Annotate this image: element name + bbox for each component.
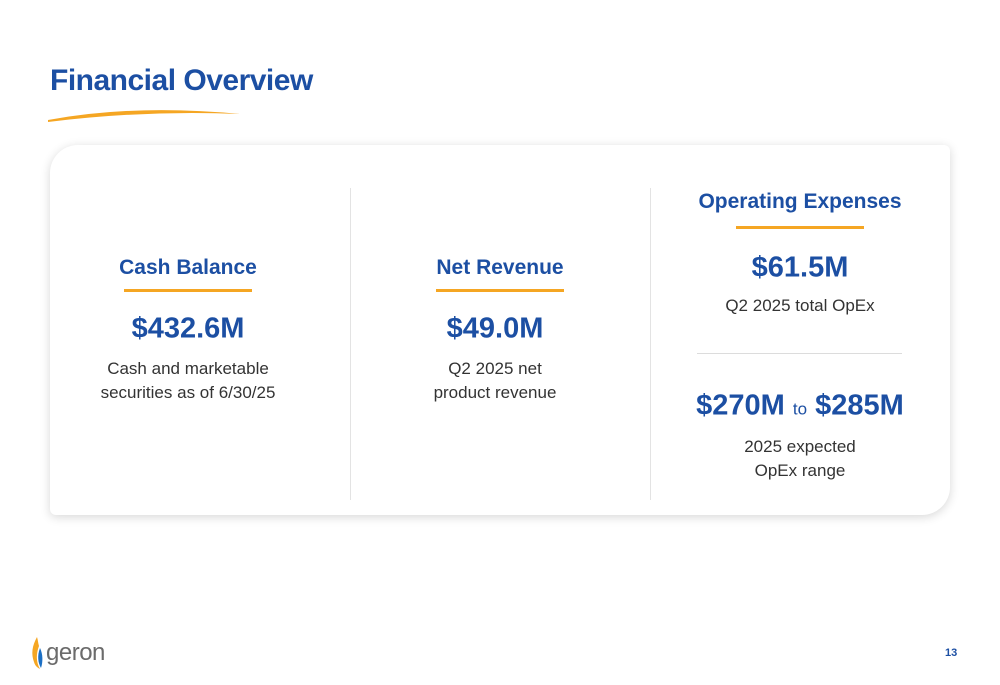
range-description: 2025 expected bbox=[744, 437, 856, 456]
section-divider bbox=[697, 353, 902, 354]
range-low: $270M bbox=[696, 389, 785, 422]
column-divider bbox=[350, 188, 351, 500]
panel-description: product revenue bbox=[433, 383, 557, 402]
panel-description: Cash and marketable bbox=[107, 359, 269, 378]
panel-description: securities as of 6/30/25 bbox=[100, 383, 276, 402]
panel-description: Q2 2025 net bbox=[448, 359, 542, 378]
panel-title: Operating Expenses bbox=[698, 190, 902, 213]
page-number: 13 bbox=[945, 647, 958, 659]
logo-flame bbox=[32, 637, 43, 669]
title-underline bbox=[436, 289, 564, 292]
title-underline bbox=[124, 289, 252, 292]
column-divider bbox=[650, 188, 651, 500]
range-high: $285M bbox=[815, 389, 904, 422]
range-value: $270M to $285M bbox=[696, 390, 904, 423]
panel-value: $61.5M bbox=[751, 251, 849, 284]
range-description: OpEx range bbox=[754, 461, 846, 480]
title-underline bbox=[736, 226, 864, 229]
panel-value: $432.6M bbox=[131, 312, 245, 345]
slide-title: Financial Overview bbox=[50, 64, 313, 97]
title-swoosh bbox=[48, 110, 240, 122]
logo-text: geron bbox=[46, 639, 105, 666]
panel-title: Cash Balance bbox=[119, 256, 257, 279]
summary-card bbox=[50, 145, 950, 515]
panel-title: Net Revenue bbox=[436, 256, 564, 279]
panel-value: $49.0M bbox=[446, 312, 544, 345]
range-connector: to bbox=[792, 399, 808, 419]
panel-description: Q2 2025 total OpEx bbox=[725, 296, 875, 315]
